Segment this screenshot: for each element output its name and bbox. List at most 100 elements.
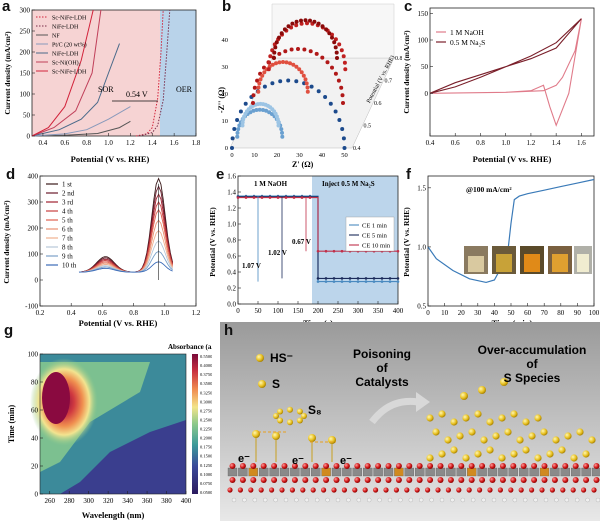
accumulated-s [450, 446, 458, 454]
lattice-oxygen [354, 477, 361, 483]
nyquist-point [270, 62, 275, 67]
lattice-oxygen [435, 487, 441, 493]
lattice-hydrogen [231, 497, 237, 503]
lattice-oxygen [395, 463, 402, 469]
a-ytick-label: 150 [20, 70, 31, 78]
nyquist-point [280, 130, 284, 135]
series-marker [340, 280, 344, 283]
nyquist-point [237, 123, 242, 128]
chart-g: 0 20 40 60 80 100 260 280 300 320 340 360 380 400 0.… [7, 343, 222, 520]
lattice-oxygen [593, 477, 600, 483]
nyquist-point [277, 35, 281, 40]
lattice-oxygen [321, 487, 327, 493]
lattice-metal [550, 467, 560, 477]
lattice-hydrogen [315, 497, 320, 503]
e-ytick-label: 0.6 [227, 253, 236, 261]
adsorbed-s [308, 434, 316, 442]
lattice-oxygen [570, 487, 576, 493]
e-xtick-label: 250 [333, 307, 344, 315]
nyquist-point [277, 60, 282, 65]
nyquist-point [276, 120, 281, 125]
a-ytick-label: 250 [20, 28, 31, 36]
nyquist-point [232, 127, 237, 131]
lattice-hydrogen [543, 497, 549, 503]
series-marker [372, 280, 376, 283]
nyquist-point [262, 84, 267, 89]
panel-label-b: b [222, 0, 232, 15]
lattice-metal [508, 467, 518, 477]
lattice-oxygen [572, 477, 579, 483]
lattice-metal [519, 467, 529, 477]
accumulated-s [576, 428, 584, 436]
accumulated-s [510, 450, 518, 458]
vial-liquid-5 [577, 254, 589, 272]
lattice-oxygen [539, 487, 545, 493]
legend-label: 6 th [62, 226, 73, 234]
nyquist-point [316, 89, 321, 94]
nyquist-point [230, 136, 235, 141]
nyquist-point [340, 93, 345, 98]
lattice-oxygen [593, 463, 600, 469]
nyquist-point [333, 109, 338, 114]
lattice-oxygen [560, 487, 566, 493]
chart-e: 0.0 0.2 0.4 0.6 0.8 1.0 1.2 1.4 1.6 0 50 100 150 200… [208, 173, 404, 329]
accumulated-s [528, 432, 536, 440]
series-marker [308, 196, 312, 199]
lattice-oxygen [458, 463, 465, 469]
accumulated-s [558, 446, 566, 454]
over-line-3: S Species [504, 371, 561, 385]
s8-atom [277, 417, 284, 424]
lattice-hydrogen [263, 497, 268, 503]
series-line [429, 18, 582, 127]
lattice-hydrogen [294, 497, 299, 503]
chart-b: 0 10 20 30 40 50 0 10 20 30 40 0.4 0.5 0.6 0.7 0.8 Z' (… [217, 3, 403, 169]
nyquist-point [305, 89, 310, 94]
g-ytick-label: 40 [31, 435, 39, 443]
lattice-metal [404, 467, 414, 477]
accumulated-s [438, 410, 446, 418]
s8-atom [287, 406, 293, 413]
nyquist-point [303, 18, 308, 23]
nyquist-point [303, 77, 308, 82]
lattice-oxygen [385, 477, 392, 483]
series-marker [316, 249, 320, 253]
a-xtick-label: 1.2 [126, 139, 135, 147]
lattice-hydrogen [408, 497, 413, 503]
lattice-oxygen [447, 477, 454, 483]
c-ytick-label: 100 [418, 37, 429, 45]
e-xtick-label: 300 [353, 307, 364, 315]
s8-atom [273, 413, 279, 419]
lattice-oxygen [279, 487, 285, 493]
series-line [31, 106, 131, 137]
b-ytick-label: 30 [222, 64, 229, 71]
g-ytick-label: 80 [31, 379, 39, 387]
lattice-oxygen [341, 487, 347, 493]
lattice-oxygen [477, 487, 483, 493]
d-xtick-label: 1.2 [192, 309, 200, 317]
lattice-oxygen [456, 487, 462, 493]
lattice-hydrogen [450, 497, 455, 503]
lattice-hydrogen [481, 497, 486, 503]
lattice-oxygen [551, 463, 558, 469]
lattice-metal [238, 467, 248, 477]
b-ytick-label: 40 [222, 37, 229, 44]
nyquist-point [305, 85, 310, 90]
panel-label-g: g [4, 322, 14, 339]
lattice-oxygen [393, 487, 399, 493]
legend-label: NF [52, 34, 60, 40]
nyquist-point [337, 118, 342, 122]
e-xtick-label: 150 [293, 307, 304, 315]
legend-label: CE 10 min [362, 243, 391, 250]
lattice-oxygen [406, 463, 413, 469]
legend-label: NiFe-LDH [52, 52, 79, 58]
panel-a: a 0 50 100 150 200 250 300 0.4 0.6 0.8 1.0 1.2 1.4 1… [0, 0, 201, 170]
lattice-oxygen [375, 477, 382, 483]
nyquist-point [302, 47, 307, 52]
g-xtick-label: 340 [122, 497, 133, 505]
ylabel-a: Current density (mA/cm²) [3, 31, 12, 115]
accumulated-s [522, 418, 530, 426]
legend-label: Sc-NiFe-LDH [52, 70, 87, 76]
g-ytick-label: 0 [35, 491, 39, 499]
lattice-oxygen [520, 477, 527, 483]
series-marker [396, 249, 400, 253]
